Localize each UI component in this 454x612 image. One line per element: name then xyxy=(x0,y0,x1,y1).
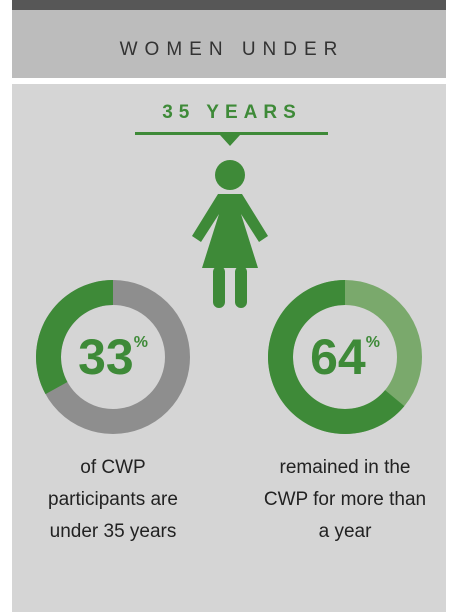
value-number: 33 xyxy=(78,329,134,385)
donut-segment xyxy=(35,280,113,395)
caption-line: CWP for more than xyxy=(264,489,426,510)
caption-line: a year xyxy=(319,521,372,542)
header-subtitle: 35 YEARS xyxy=(162,102,302,123)
donut-segment xyxy=(267,280,405,435)
caption-line: of CWP xyxy=(80,457,145,478)
value-unit: % xyxy=(366,334,380,351)
value-unit: % xyxy=(134,334,148,351)
value-number: 64 xyxy=(310,329,366,385)
header-band xyxy=(12,10,446,78)
woman-icon xyxy=(192,160,268,308)
top-bar xyxy=(12,0,446,10)
header-title: WOMEN UNDER xyxy=(120,39,345,60)
subtitle-underline xyxy=(135,132,328,146)
caption-line: remained in the xyxy=(280,457,411,478)
donut-value: 64% xyxy=(310,329,380,385)
caption-line: under 35 years xyxy=(50,521,177,542)
caption-line: participants are xyxy=(48,489,178,510)
donut-value: 33% xyxy=(78,329,148,385)
